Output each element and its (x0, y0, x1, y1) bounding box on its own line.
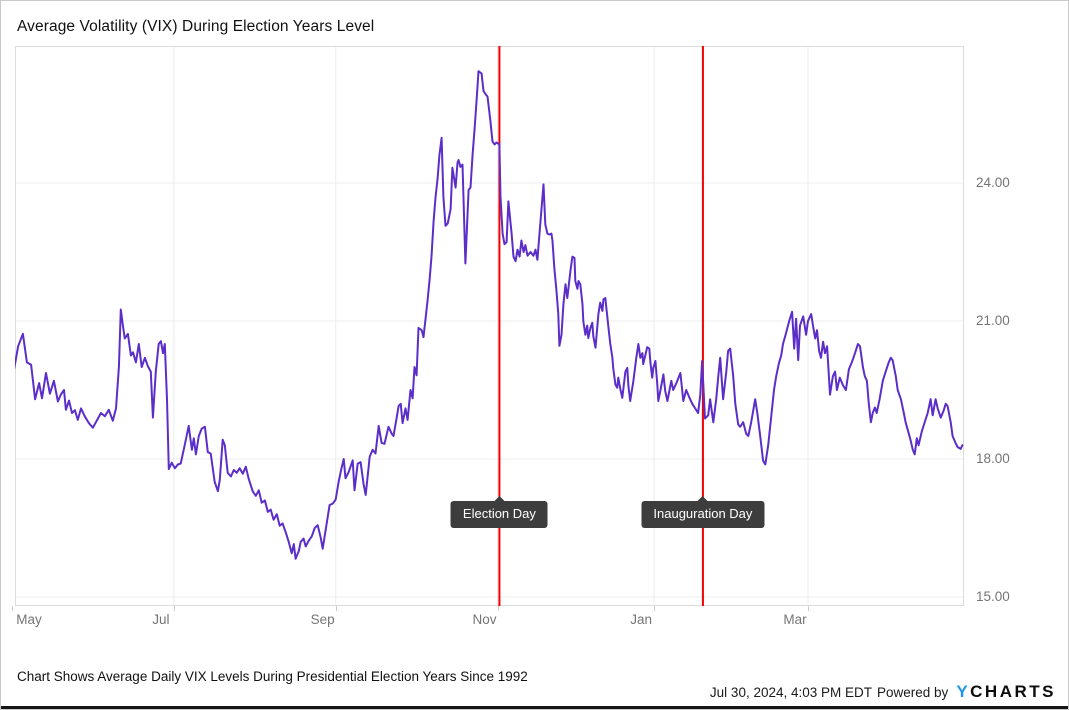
y-tick-label: 21.00 (976, 313, 1010, 328)
plot-area: Election Day Inauguration Day (15, 46, 964, 606)
annotation-election-day: Election Day (450, 496, 548, 528)
x-tick-mark (173, 606, 175, 611)
x-tick-mark (807, 606, 809, 611)
vix-series-line (15, 70, 964, 560)
x-tick-label: Jul (152, 612, 170, 627)
x-tick-mark (335, 606, 337, 611)
plot-frame (15, 46, 964, 606)
x-tick-label: Mar (783, 612, 807, 627)
timestamp: Jul 30, 2024, 4:03 PM EDT (709, 685, 873, 700)
y-tick-label: 18.00 (976, 451, 1010, 466)
ycharts-logo: YCHARTS (956, 682, 1056, 702)
footer-stamp: Jul 30, 2024, 4:03 PM EDT Powered by YCH… (710, 682, 1056, 702)
annotation-inauguration-day: Inauguration Day (641, 496, 765, 528)
bottom-bar (1, 706, 1068, 709)
x-tick-label: Nov (472, 612, 497, 627)
x-tick-mark (654, 606, 656, 611)
powered-by-label: Powered by (877, 685, 949, 700)
y-tick-label: 15.00 (976, 589, 1010, 604)
x-tick-mark (497, 606, 499, 611)
x-tick-mark (12, 606, 13, 611)
x-tick-label: May (16, 612, 42, 627)
y-tick-label: 24.00 (976, 175, 1010, 190)
ycharts-logo-y: Y (956, 682, 971, 701)
x-tick-label: Jan (630, 612, 652, 627)
ycharts-logo-charts: CHARTS (970, 682, 1056, 701)
chart-caption: Chart Shows Average Daily VIX Levels Dur… (17, 669, 528, 684)
x-tick-label: Sep (310, 612, 335, 627)
chart-title: Average Volatility (VIX) During Election… (17, 18, 375, 35)
